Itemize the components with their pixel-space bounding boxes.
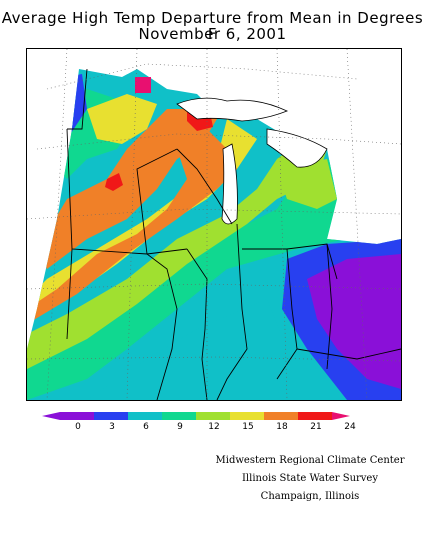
credit-survey: Illinois State Water Survey: [241, 473, 378, 484]
legend-tick-label: 12: [208, 422, 219, 430]
legend-arrow-low: [42, 412, 60, 420]
state-boundaries: [66, 68, 401, 400]
legend-tick-labels: 0 3 6 9 12 15 18 21 24: [75, 422, 356, 432]
legend-tick-label: 15: [242, 422, 253, 430]
legend-swatch: [196, 412, 230, 420]
map-title: Average High Temp Departure from Mean in…: [1, 9, 424, 43]
legend-swatch: [264, 412, 298, 420]
extreme-value-cell: [135, 77, 151, 93]
legend-swatch: [162, 412, 196, 420]
temperature-departure-map: [26, 48, 402, 401]
graticule: [27, 49, 401, 400]
legend-swatch: [94, 412, 128, 420]
legend-tick-label: 21: [310, 422, 321, 430]
credit-location: Champaign, Illinois: [260, 491, 360, 502]
legend-swatch: [298, 412, 332, 420]
credit-institution: Midwestern Regional Climate Center: [215, 455, 405, 466]
legend-swatch: [128, 412, 162, 420]
lake-michigan: [221, 143, 238, 225]
legend-tick-label: 9: [177, 422, 183, 430]
legend-swatch: [230, 412, 264, 420]
lake-superior: [176, 97, 289, 122]
legend-tick-label: 24: [344, 422, 356, 430]
legend-swatch: [60, 412, 94, 420]
color-fill-field: [27, 69, 401, 400]
legend-arrow-high: [332, 412, 350, 420]
color-legend: 0 3 6 9 12 15 18 21 24: [40, 410, 385, 432]
legend-tick-label: 6: [143, 422, 149, 430]
legend-tick-label: 3: [109, 422, 115, 430]
map-date: November 6, 2001: [138, 25, 287, 43]
legend-swatches: [42, 412, 350, 420]
legend-tick-label: 0: [75, 422, 81, 430]
lake-huron: [266, 128, 328, 168]
legend-tick-label: 18: [276, 422, 288, 430]
